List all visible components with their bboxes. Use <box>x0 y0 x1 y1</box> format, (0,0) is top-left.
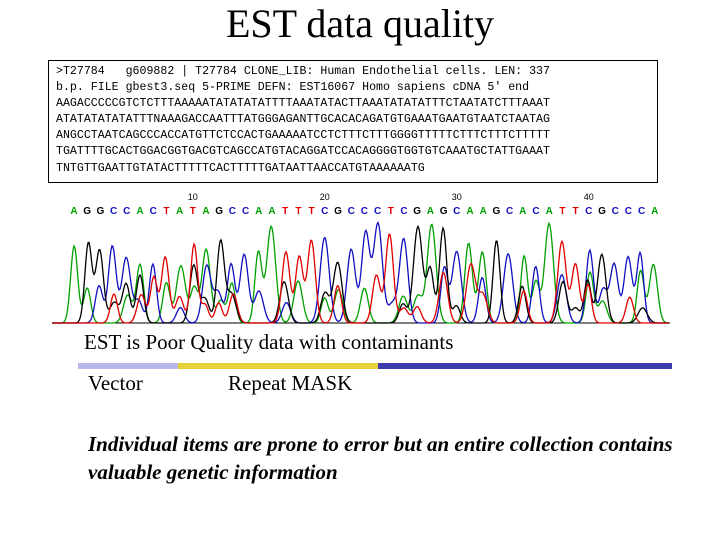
sequence-line: TNTGTTGAATTGTATACTTTTTCACTTTTTGATAATTAAC… <box>56 161 425 175</box>
base-call: C <box>123 206 130 217</box>
base-call: C <box>453 206 460 217</box>
sequence-line: AAGACCCCCGTCTCTTTAAAAATATATATATTTTAAATAT… <box>56 97 550 111</box>
base-call: A <box>466 206 473 217</box>
base-call: C <box>361 206 368 217</box>
base-call: A <box>70 206 77 217</box>
base-call: T <box>573 206 579 217</box>
base-call: C <box>506 206 513 217</box>
base-call: A <box>427 206 434 217</box>
position-label: 40 <box>584 192 594 202</box>
base-call: T <box>282 206 288 217</box>
base-call: C <box>110 206 117 217</box>
base-call: C <box>229 206 236 217</box>
base-call: C <box>532 206 539 217</box>
position-label: 10 <box>188 192 198 202</box>
sequence-record-box: >T27784 g609882 | T27784 CLONE_LIB: Huma… <box>48 60 658 183</box>
base-call: C <box>242 206 249 217</box>
base-call: G <box>440 206 448 217</box>
sequence-header-line: >T27784 g609882 | T27784 CLONE_LIB: Huma… <box>56 65 550 78</box>
base-call: C <box>374 206 381 217</box>
base-call: G <box>598 206 606 217</box>
chromatogram-trace: 10 20 30 40A G G C C A C T A T A G C C A A T T T C G C C C T C G A G C A A… <box>52 192 670 324</box>
base-call: A <box>519 206 526 217</box>
repeat-mask-label: Repeat MASK <box>228 371 353 395</box>
base-call: C <box>612 206 619 217</box>
base-call: T <box>190 206 196 217</box>
contaminants-heading: EST is Poor Quality data with contaminan… <box>84 330 454 354</box>
base-call: A <box>268 206 275 217</box>
repeat-mask-bar <box>178 363 378 369</box>
contaminant-bar <box>78 363 672 369</box>
base-call: C <box>400 206 407 217</box>
base-call: T <box>388 206 394 217</box>
sequence-line: ANGCCTAATCAGCCCACCATGTTCTCCACTGAAAAATCCT… <box>56 129 550 143</box>
vector-label: Vector <box>88 371 143 395</box>
sequence-line: TGATTTTGCACTGGACGGTGACGTCAGCCATGTACAGGAT… <box>56 145 550 159</box>
base-call: A <box>546 206 553 217</box>
base-call: C <box>625 206 632 217</box>
base-call: G <box>493 206 501 217</box>
position-label: 20 <box>320 192 330 202</box>
base-call: A <box>651 206 658 217</box>
vector-bar <box>78 363 178 369</box>
sequence-line: ATATATATATATTTNAAAGACCAATTTATGGGAGANTTGC… <box>56 113 550 127</box>
base-call: A <box>255 206 262 217</box>
base-call: G <box>334 206 342 217</box>
base-call: C <box>638 206 645 217</box>
base-call: A <box>176 206 183 217</box>
trace-line-t <box>52 233 669 324</box>
base-call: C <box>150 206 157 217</box>
base-call: C <box>585 206 592 217</box>
sequence-bar <box>378 363 672 369</box>
base-call: C <box>348 206 355 217</box>
base-call: G <box>83 206 91 217</box>
base-call: T <box>309 206 315 217</box>
slide-title: EST data quality <box>225 1 495 46</box>
base-call: C <box>321 206 328 217</box>
base-call: T <box>163 206 169 217</box>
base-call: A <box>136 206 143 217</box>
base-call: T <box>559 206 565 217</box>
base-call: A <box>480 206 487 217</box>
base-call: G <box>215 206 223 217</box>
summary-note: Individual items are prone to error but … <box>88 432 673 484</box>
base-call: T <box>295 206 301 217</box>
base-call: A <box>202 206 209 217</box>
base-call: G <box>413 206 421 217</box>
sequence-header-line: b.p. FILE gbest3.seq 5-PRIME DEFN: EST16… <box>56 81 530 95</box>
position-label: 30 <box>452 192 462 202</box>
base-call: G <box>97 206 105 217</box>
